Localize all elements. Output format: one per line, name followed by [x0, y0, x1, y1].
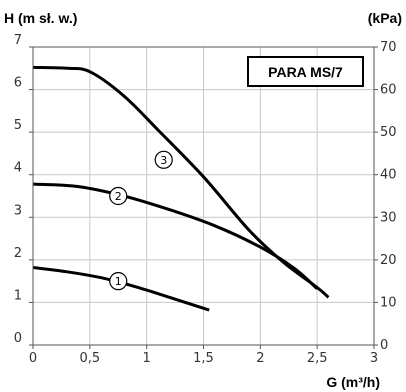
- y2-tick-label: 30: [380, 210, 397, 225]
- x-ticks: 0 0,5 1 1,5 2 2,5 3: [29, 345, 378, 366]
- y-tick-label: 2: [14, 246, 22, 261]
- y2-tick-label: 60: [380, 83, 397, 98]
- x-tick-label: 0,5: [79, 351, 100, 366]
- y2-axis-title: (kPa): [368, 10, 402, 26]
- y2-tick-label: 10: [380, 295, 397, 310]
- legend-text: PARA MS/7: [268, 64, 343, 80]
- curve-label-number: 1: [115, 275, 122, 288]
- y2-tick-label: 40: [380, 168, 397, 183]
- curve-2: [32, 182, 319, 290]
- y-axis-title: H (m sł. w.): [4, 10, 77, 26]
- y-tick-label: 5: [14, 118, 22, 133]
- curve-labels: 1 2 3: [109, 150, 173, 291]
- x-tick-label: 2: [256, 351, 264, 366]
- x-tick-label: 0: [29, 351, 37, 366]
- curve-label-circle: [109, 186, 128, 206]
- y2-tick-label: 50: [380, 125, 397, 140]
- x-tick-label: 2,5: [307, 351, 328, 366]
- curves: [32, 65, 330, 312]
- y-tick-label: 4: [14, 161, 22, 176]
- x-axis-title: G (m³/h): [326, 374, 380, 390]
- left-ticks: 0 1 2 3 4 5 6 7: [14, 33, 33, 346]
- right-ticks: 0 10 20 30 40 50 60 70: [374, 40, 397, 353]
- curve-label-circle: [154, 150, 173, 169]
- y-tick-label: 7: [14, 33, 22, 48]
- legend-box: [247, 56, 364, 87]
- y2-tick-label: 70: [380, 40, 397, 55]
- curve-label-number: 3: [160, 154, 167, 167]
- curve-label-number: 2: [115, 190, 122, 203]
- x-tick-label: 3: [370, 351, 378, 366]
- grid: [33, 47, 374, 345]
- x-tick-label: 1,5: [193, 351, 214, 366]
- y-tick-label: 3: [14, 203, 22, 218]
- x-tick-label: 1: [143, 351, 151, 366]
- curve-label-circle: [109, 272, 128, 291]
- y-tick-label: 6: [14, 76, 22, 91]
- curve-3: [32, 65, 330, 299]
- y-tick-label: 0: [14, 331, 22, 346]
- y2-tick-label: 0: [380, 338, 388, 353]
- y2-tick-label: 20: [380, 253, 397, 268]
- y-tick-label: 1: [14, 288, 22, 303]
